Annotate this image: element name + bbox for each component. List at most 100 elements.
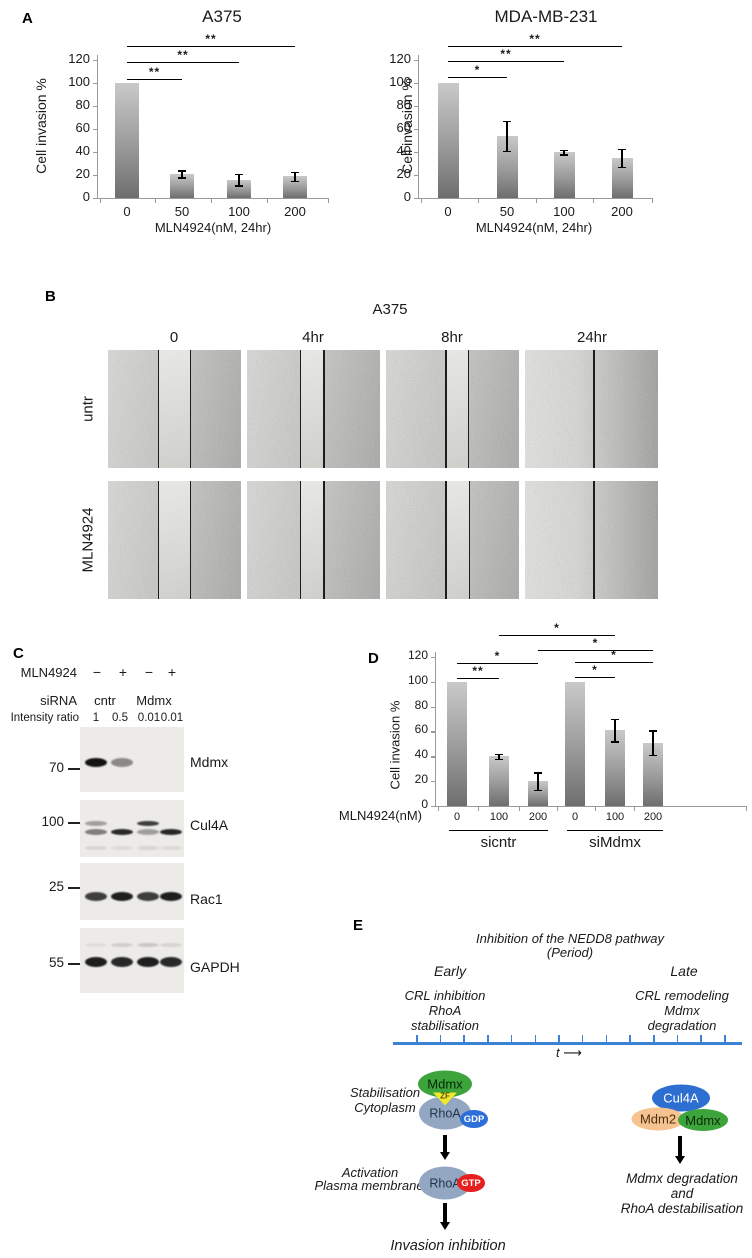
y-tick-label: 120 [389, 51, 411, 66]
timeline-tick [558, 1035, 560, 1043]
y-tick-label: 40 [414, 747, 428, 762]
bar [528, 781, 548, 806]
pathway-heading: Inhibition of the NEDD8 pathway [476, 931, 664, 946]
wound-edge-line [445, 481, 447, 599]
significance-line [127, 62, 239, 64]
y-tick [431, 781, 435, 783]
y-tick-label: 80 [396, 97, 411, 112]
error-bar [652, 730, 654, 756]
sirna-row-label: siRNA [40, 693, 77, 708]
rhoa-destabilisation-label: RhoA destabilisation [620, 1201, 744, 1216]
significance-label: ** [472, 664, 484, 678]
y-tick [93, 60, 97, 62]
error-bar-cap [178, 177, 186, 179]
y-tick [431, 706, 435, 708]
significance-label: * [554, 621, 560, 635]
blot-band [111, 943, 133, 947]
blot-band [111, 758, 133, 767]
time-axis-label: t ⟶ [556, 1045, 582, 1061]
mw-marker-label: 70 [48, 760, 64, 775]
wound-edge-line [157, 481, 160, 599]
timeline-tick [439, 1035, 442, 1043]
y-tick-label: 0 [82, 189, 90, 204]
y-tick [93, 198, 97, 200]
blot-band [85, 892, 107, 901]
error-bar-cap [235, 173, 243, 176]
error-bar-cap [560, 154, 568, 156]
mln4924-lane-value: + [167, 664, 177, 680]
bar [643, 742, 663, 806]
significance-line [538, 650, 653, 652]
blot-image [80, 863, 184, 920]
significance-label: * [592, 663, 598, 677]
wound-edge-line [323, 481, 325, 599]
blot-band [137, 957, 159, 967]
x-tick [210, 198, 212, 203]
cell-texture [525, 481, 658, 599]
down-arrow-icon [440, 1135, 450, 1160]
zf-domain-icon: ZF [433, 1092, 457, 1106]
bar [553, 152, 575, 198]
error-bar [294, 171, 296, 181]
group-underline [449, 830, 548, 832]
timeline-tick [629, 1035, 631, 1043]
significance-line [457, 678, 499, 680]
mln4924-lane-value: + [118, 664, 128, 680]
error-bar-cap [503, 150, 511, 153]
error-bar-cap [291, 180, 299, 183]
x-tick [478, 806, 480, 811]
chart-title: MDA-MB-231 [494, 7, 598, 26]
early-note-line3: stabilisation [411, 1018, 479, 1033]
x-tick-label: 100 [489, 811, 509, 823]
x-axis-title: MLN4924(nM, 24hr) [475, 220, 593, 235]
blot-band [160, 957, 182, 967]
panel-b-col-header-0h: 0 [169, 329, 179, 346]
bar [447, 681, 467, 806]
significance-line [575, 677, 615, 679]
mw-marker-dash [68, 963, 80, 965]
panel-d-label: D [368, 650, 379, 667]
wound-image [386, 481, 519, 599]
mw-marker-label: 55 [48, 955, 64, 970]
wound-image [525, 481, 658, 599]
wound-edge-line [299, 481, 301, 599]
x-tick-label: 200 [611, 204, 633, 219]
wound-edge-line [189, 481, 192, 599]
x-tick [154, 198, 156, 203]
blot-band [85, 943, 107, 947]
y-tick-label: 80 [414, 697, 428, 712]
y-axis [418, 55, 420, 199]
x-axis [435, 806, 747, 808]
error-bar-cap [534, 772, 542, 774]
group-label: siMdmx [589, 834, 641, 851]
x-tick-label: 100 [605, 811, 625, 823]
y-tick-label: 120 [68, 51, 90, 66]
timeline-tick [653, 1035, 655, 1043]
y-tick [93, 83, 97, 85]
y-tick [414, 152, 418, 154]
x-tick [593, 198, 595, 203]
bar [115, 83, 139, 198]
y-tick-label: 0 [421, 797, 428, 811]
blot-band [85, 829, 107, 835]
error-bar-cap [560, 149, 568, 152]
mw-marker-dash [68, 768, 80, 770]
x-tick [556, 806, 558, 811]
error-bar [181, 170, 183, 178]
bar [489, 756, 509, 806]
late-note-line2: Mdmx [664, 1003, 700, 1018]
significance-label: * [611, 648, 617, 662]
significance-label: * [474, 63, 481, 77]
panel-a-label: A [22, 10, 33, 27]
significance-label: ** [148, 65, 161, 79]
plasma-membrane-label: Plasma membrane [314, 1178, 424, 1193]
timeline-tick [534, 1035, 537, 1043]
mln4924-row-label: MLN4924 [20, 665, 77, 680]
y-axis [435, 652, 437, 807]
wound-edge-line [593, 350, 595, 468]
panel-c-label: C [13, 645, 24, 662]
x-tick-label: 100 [228, 204, 250, 219]
error-bar-cap [495, 758, 503, 761]
mdm2-ellipse: Mdm2 [631, 1107, 685, 1131]
blot-band [137, 892, 159, 901]
